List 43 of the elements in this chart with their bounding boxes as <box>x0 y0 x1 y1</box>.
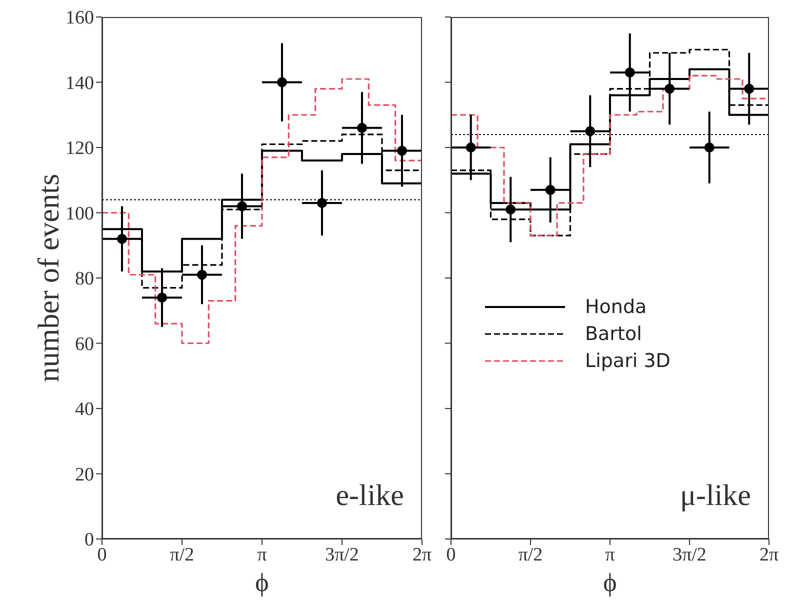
legend-label: Lipari 3D <box>585 350 670 372</box>
point <box>117 234 127 244</box>
point <box>197 270 207 280</box>
x-tick-label: π <box>605 544 616 566</box>
x-tick-label: π/2 <box>518 544 543 566</box>
legend-label: Bartol <box>585 322 642 344</box>
x-tick-label: π <box>257 544 268 566</box>
point <box>744 84 754 94</box>
x-tick-label: 0 <box>446 544 456 566</box>
x-tick-label: 2π <box>412 544 432 566</box>
x-tick-label: 3π/2 <box>325 544 359 566</box>
point <box>506 204 516 214</box>
y-tick-label: 80 <box>75 268 94 290</box>
point <box>466 142 476 152</box>
x-tick-label: 3π/2 <box>672 544 706 566</box>
x-tick-label: 0 <box>97 544 107 566</box>
point <box>157 292 167 303</box>
point <box>585 126 596 136</box>
y-tick-label: 20 <box>75 464 94 486</box>
point <box>317 198 327 208</box>
y-tick-label: 100 <box>66 203 94 224</box>
x-axis-title: ϕ <box>255 568 269 597</box>
point <box>397 146 407 156</box>
point <box>357 122 367 133</box>
y-tick-label: 40 <box>75 399 94 420</box>
point <box>237 201 247 212</box>
point <box>704 142 714 152</box>
x-tick-label: 2π <box>759 544 779 566</box>
y-tick-label: 140 <box>66 72 94 94</box>
y-tick-label: 120 <box>66 138 94 160</box>
y-tick-label: 160 <box>66 8 94 29</box>
point <box>545 184 556 195</box>
y-axis-title: number of events <box>32 174 66 382</box>
point <box>624 67 635 78</box>
point <box>664 84 675 94</box>
point <box>277 77 287 88</box>
y-tick-label: 0 <box>84 530 94 551</box>
legend-label: Honda <box>585 296 647 318</box>
x-tick-label: π/2 <box>170 544 194 566</box>
y-tick-label: 60 <box>75 334 94 355</box>
x-axis-title: ϕ <box>603 568 617 597</box>
annotation: e-like <box>336 479 404 513</box>
annotation: μ-like <box>680 479 751 513</box>
